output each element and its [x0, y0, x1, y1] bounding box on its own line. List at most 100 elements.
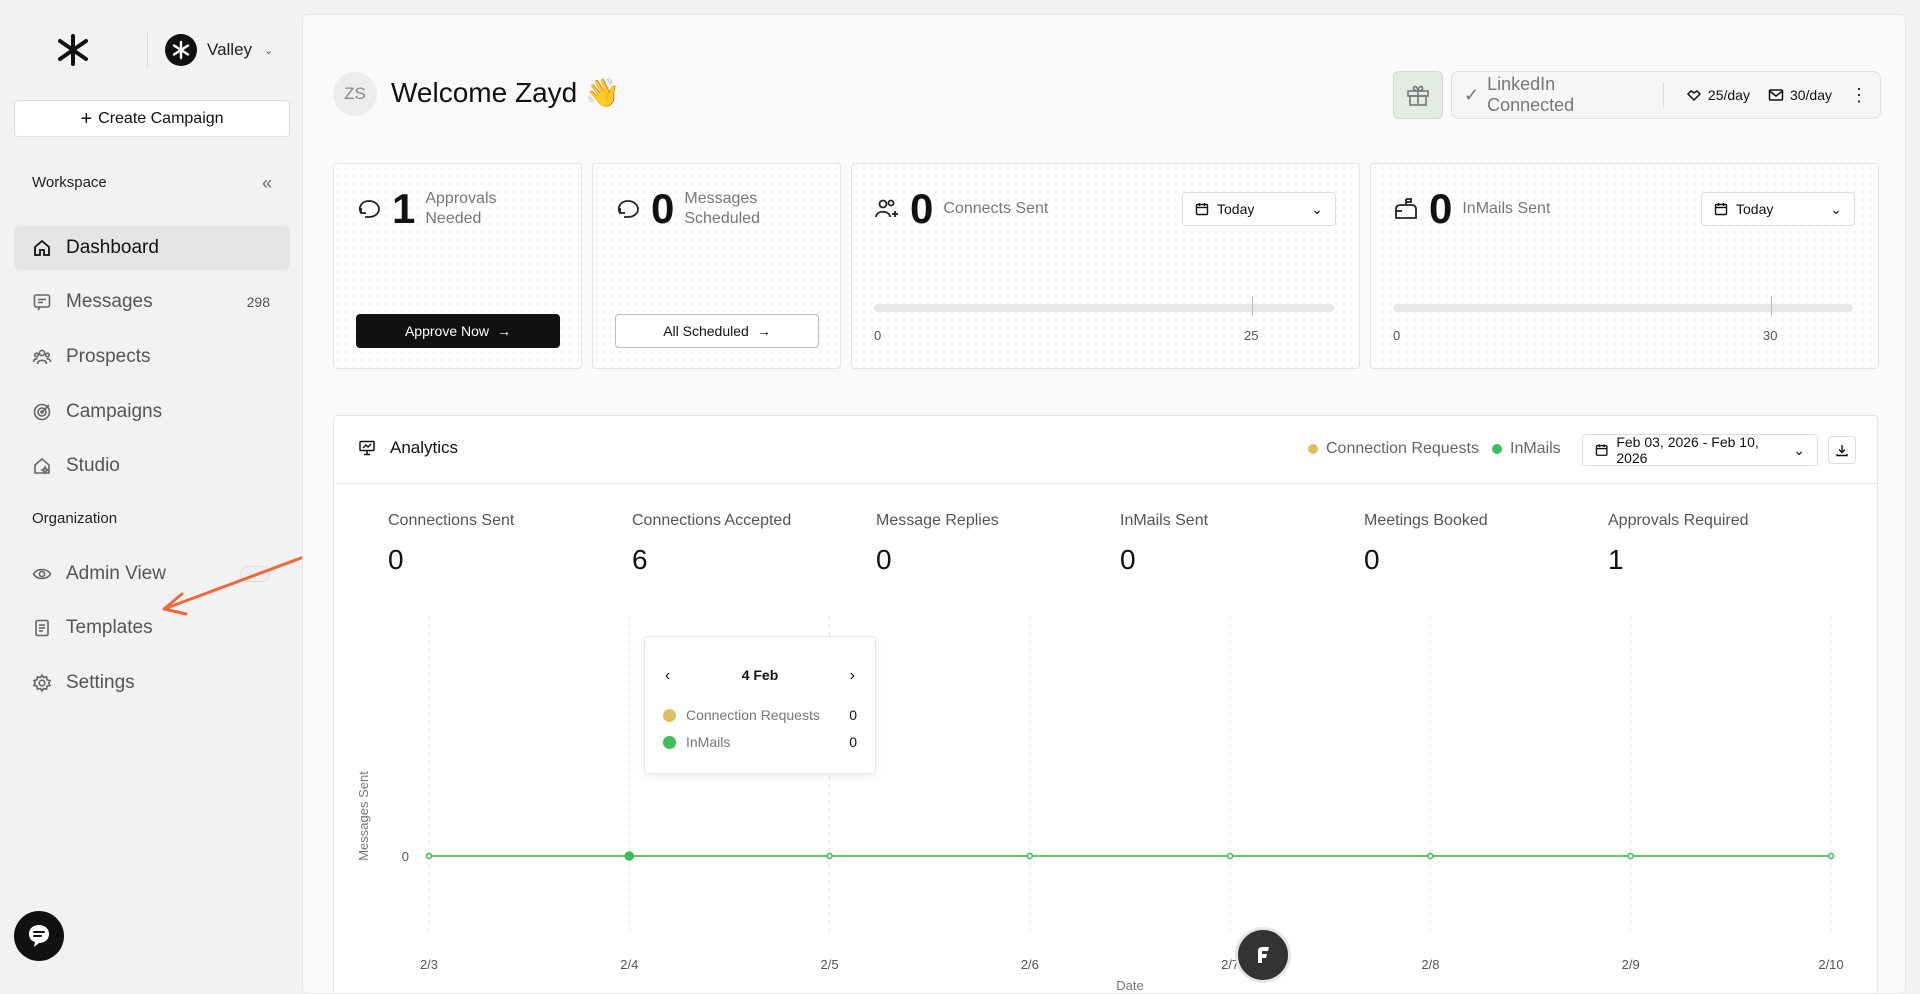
linkedin-status[interactable]: ✓ LinkedIn Connected — [1464, 74, 1641, 116]
chevron-right-icon[interactable]: › — [849, 667, 855, 684]
home-icon — [34, 239, 50, 256]
page-title: Welcome Zayd 👋 — [391, 77, 620, 108]
legend-dot — [663, 735, 676, 749]
x-tick-label: 2/10 — [1818, 957, 1843, 972]
sidebar-item-prospects[interactable]: Prospects — [14, 335, 290, 379]
support-chat-button[interactable] — [14, 911, 64, 961]
sidebar-item-templates[interactable]: Templates — [14, 606, 290, 650]
inmails-max-label: 30 — [1763, 328, 1778, 343]
legend-label: InMails — [1510, 440, 1561, 457]
tooltip-row: Connection Requests 0 — [663, 707, 857, 723]
x-tick-label: 2/6 — [1021, 957, 1039, 972]
create-campaign-button[interactable]: + Create Campaign — [14, 100, 290, 137]
approvals-label: Approvals Needed — [425, 190, 497, 227]
add-user-icon — [875, 199, 898, 218]
linkedin-status-label: LinkedIn Connected — [1487, 74, 1575, 115]
more-options-icon[interactable]: ⋮ — [1850, 84, 1868, 105]
kpi-message-replies: Message Replies 0 — [876, 512, 1096, 576]
sidebar-item-label: Prospects — [66, 346, 151, 367]
sidebar-item-messages[interactable]: Messages 298 — [14, 280, 290, 324]
data-point[interactable] — [1827, 852, 1835, 860]
main-content: ZS Welcome Zayd 👋 ✓ LinkedIn Connected 2… — [302, 14, 1906, 994]
all-scheduled-button[interactable]: All Scheduled → — [615, 314, 819, 348]
workspace-switcher[interactable]: Valley ⌄ — [165, 33, 273, 67]
sidebar-item-campaigns[interactable]: Campaigns — [14, 390, 290, 434]
analytics-panel: Analytics Connection Requests InMails Fe… — [333, 415, 1878, 993]
gift-icon — [1407, 85, 1429, 106]
divider — [1662, 82, 1664, 108]
inmails-limit: 30/day — [1768, 87, 1832, 103]
connects-limit-marker — [1252, 296, 1253, 316]
kpi-label: Connections Accepted — [632, 512, 792, 529]
linkedin-status-bar: ✓ LinkedIn Connected 25/day 30/day ⋮ — [1451, 71, 1881, 119]
approvals-count: 1 — [392, 185, 416, 232]
legend-dot — [663, 708, 676, 722]
legend-label: Connection Requests — [1326, 440, 1479, 457]
collapse-sidebar-icon[interactable]: « — [262, 173, 273, 193]
mail-icon — [1768, 89, 1784, 101]
inmails-range-value: Today — [1736, 201, 1774, 217]
x-tick-label: 2/5 — [821, 957, 839, 972]
chevron-down-icon: ⌄ — [264, 44, 274, 57]
date-range-select[interactable]: Feb 03, 2026 - Feb 10, 2026 ⌄ — [1582, 434, 1818, 466]
sidebar-item-studio[interactable]: Studio — [14, 444, 290, 488]
tooltip-row-label: Connection Requests — [686, 707, 820, 723]
sidebar-item-label: Studio — [66, 455, 120, 476]
inmails-limit-marker — [1771, 296, 1772, 316]
connects-range-select[interactable]: Today ⌄ — [1182, 192, 1336, 226]
x-tick-label: 2/7 — [1221, 957, 1239, 972]
kpi-value: 1 — [1608, 544, 1624, 575]
approve-now-button[interactable]: Approve Now → — [356, 314, 560, 348]
studio-icon — [34, 457, 50, 475]
all-scheduled-label: All Scheduled — [663, 323, 749, 339]
sidebar-item-settings[interactable]: Settings — [14, 661, 290, 705]
connects-min-label: 0 — [874, 328, 882, 343]
avatar[interactable]: ZS — [333, 72, 377, 116]
workspace-section-title: Workspace — [32, 174, 107, 191]
messages-count-badge: 298 — [246, 294, 270, 310]
kpi-label: Connections Sent — [388, 512, 515, 529]
kpi-value: 0 — [1364, 544, 1380, 575]
data-point[interactable] — [826, 852, 833, 860]
download-button[interactable] — [1828, 436, 1856, 464]
sidebar-item-dashboard[interactable]: Dashboard — [14, 226, 290, 270]
tooltip-row-label: InMails — [686, 734, 731, 750]
floating-action-button[interactable] — [1235, 927, 1291, 983]
x-axis-label: Date — [1116, 978, 1143, 993]
date-range-value: Feb 03, 2026 - Feb 10, 2026 — [1616, 434, 1759, 466]
connects-card: 0 Connects Sent Today ⌄ 0 25 — [851, 163, 1360, 369]
legend-connection-requests[interactable]: Connection Requests — [1308, 440, 1479, 458]
download-icon — [1836, 445, 1848, 457]
inmails-range-select[interactable]: Today ⌄ — [1701, 192, 1855, 226]
gift-button[interactable] — [1393, 71, 1443, 119]
data-point[interactable] — [1226, 852, 1234, 860]
arrow-right-icon: → — [756, 323, 771, 339]
tooltip-date: 4 Feb — [741, 667, 779, 683]
sidebar-item-label: Admin View — [66, 563, 166, 584]
data-point[interactable] — [425, 852, 433, 860]
inmails-label: InMails Sent — [1462, 200, 1551, 217]
analytics-title: Analytics — [390, 438, 459, 457]
legend-dot — [1492, 444, 1502, 454]
target-icon — [33, 403, 51, 421]
connects-limit: 25/day — [1686, 87, 1750, 103]
connects-label: Connects Sent — [943, 200, 1049, 217]
organization-section-title: Organization — [32, 510, 118, 527]
chevron-left-icon[interactable]: ‹ — [665, 667, 671, 684]
kpi-label: InMails Sent — [1120, 512, 1209, 529]
connects-count: 0 — [910, 185, 934, 232]
data-point[interactable] — [1026, 852, 1034, 860]
data-point[interactable] — [1427, 852, 1434, 860]
app-logo-icon[interactable] — [54, 33, 92, 67]
legend-inmails[interactable]: InMails — [1492, 440, 1561, 458]
chevron-down-icon: ⌄ — [1830, 200, 1842, 217]
x-tick-label: 2/3 — [420, 957, 438, 972]
data-point[interactable] — [624, 851, 635, 861]
message-icon — [33, 294, 51, 311]
workspace-name: Valley — [207, 40, 253, 59]
tooltip-row: InMails 0 — [663, 734, 857, 750]
brand-f-icon — [1258, 947, 1269, 963]
sidebar-item-label: Settings — [66, 672, 135, 693]
data-point[interactable] — [1627, 852, 1634, 860]
arrow-right-icon: → — [497, 323, 512, 339]
